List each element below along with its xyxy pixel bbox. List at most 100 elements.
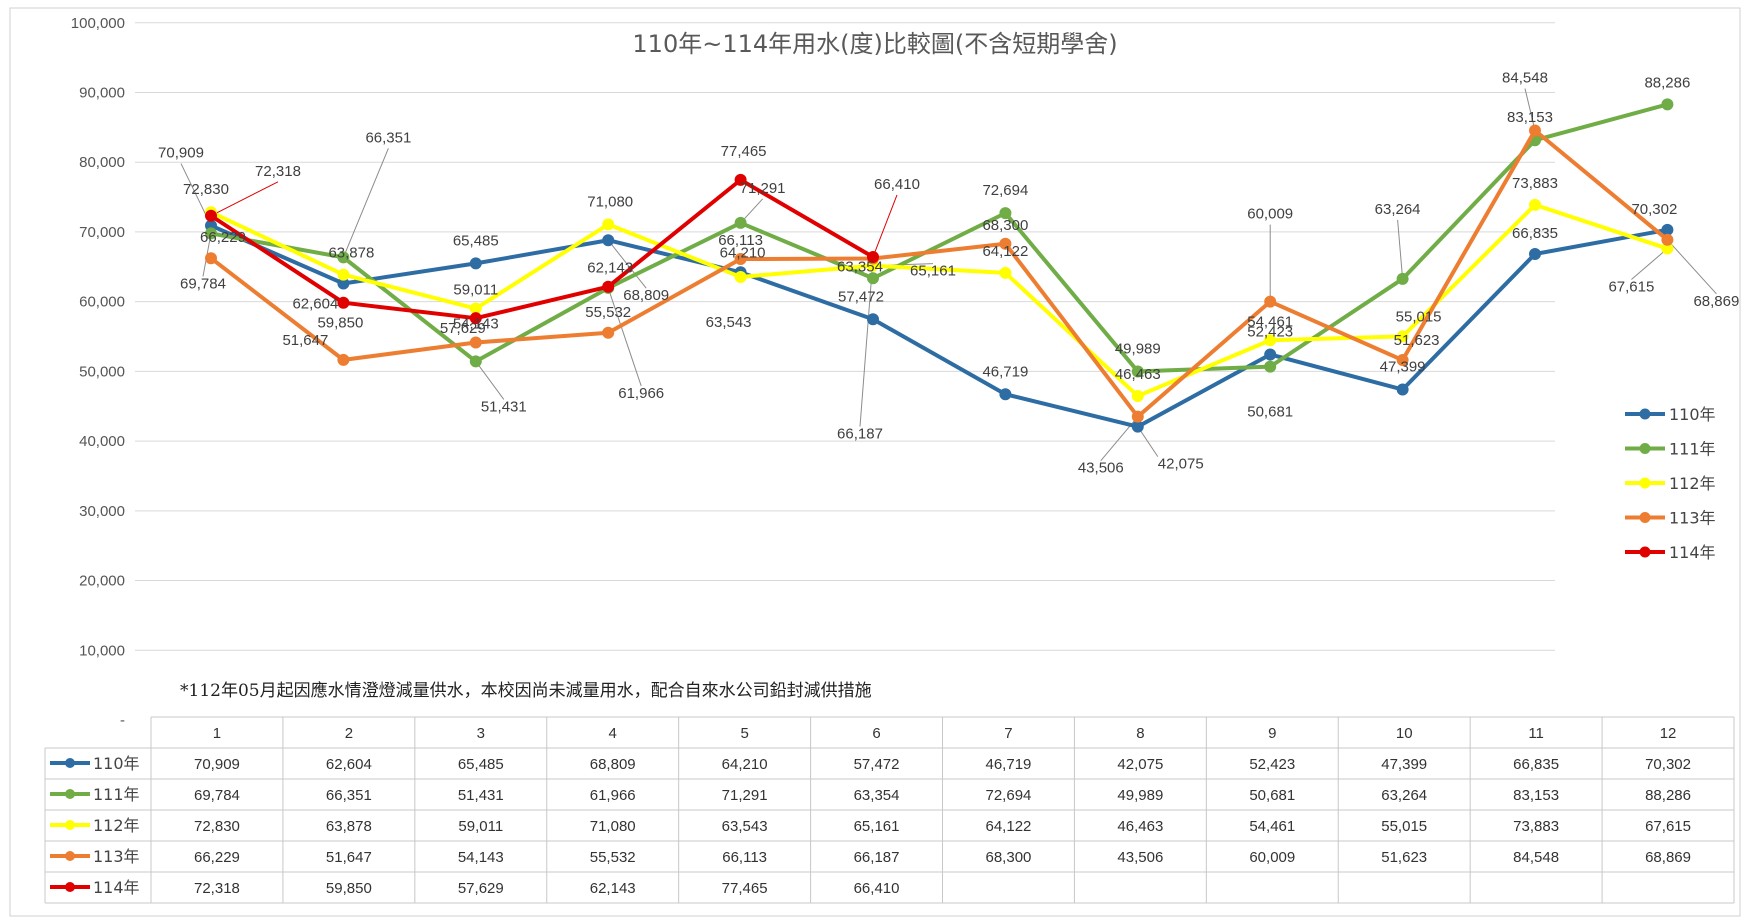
data-point xyxy=(734,270,747,283)
table-header-cell: 3 xyxy=(477,725,485,742)
data-label: 47,399 xyxy=(1380,359,1426,376)
table-cell: 66,410 xyxy=(854,880,900,897)
table-header-cell: 4 xyxy=(609,725,617,742)
legend-marker xyxy=(1639,408,1651,420)
data-point xyxy=(337,353,350,366)
data-label: 61,966 xyxy=(618,385,664,402)
data-label: 62,143 xyxy=(587,260,633,277)
table-cell: 77,465 xyxy=(722,880,768,897)
data-point xyxy=(469,257,482,270)
y-axis-ticks: - 10,000 20,000 30,000 40,000 50,000 60,000 70,… xyxy=(71,15,125,729)
data-label: 68,300 xyxy=(982,217,1028,234)
data-point xyxy=(1661,98,1674,111)
data-label: 60,009 xyxy=(1247,206,1293,223)
table-row-label: 111年 xyxy=(93,785,140,804)
chart-note: *112年05月起因應水情澄燈減量供水，本校因尚未減量用水，配合自來水公司鉛封減… xyxy=(180,680,872,701)
data-label: 63,264 xyxy=(1375,201,1421,218)
table-cell: 52,423 xyxy=(1249,756,1295,773)
table-cell: 66,351 xyxy=(326,787,372,804)
data-point xyxy=(1396,383,1409,396)
data-label: 42,075 xyxy=(1158,456,1204,473)
data-point xyxy=(1661,223,1674,236)
table-cell: 72,830 xyxy=(194,818,240,835)
table-cell: 66,229 xyxy=(194,849,240,866)
data-label: 71,291 xyxy=(740,180,786,197)
legend-marker xyxy=(1639,546,1651,558)
data-label: 64,210 xyxy=(720,244,766,261)
data-label: 68,809 xyxy=(623,287,669,304)
data-point xyxy=(1264,348,1277,361)
series-line-1 xyxy=(209,223,1670,429)
data-label: 52,423 xyxy=(1247,323,1293,340)
table-cell: 70,302 xyxy=(1645,756,1691,773)
data-label: 62,604 xyxy=(292,295,338,312)
table-row-label: 113年 xyxy=(93,847,140,866)
data-label: 71,080 xyxy=(587,193,633,210)
y-tick-label: 90,000 xyxy=(79,84,125,101)
table-header-cell: 10 xyxy=(1396,725,1413,742)
data-label: 43,506 xyxy=(1078,460,1124,477)
data-point xyxy=(337,268,350,281)
table-cell: 83,153 xyxy=(1513,787,1559,804)
data-label: 46,719 xyxy=(982,363,1028,380)
legend-marker xyxy=(1639,512,1651,523)
data-point xyxy=(469,336,482,349)
data-point xyxy=(1264,334,1277,347)
leader-line xyxy=(1524,88,1536,131)
data-point xyxy=(602,280,615,293)
data-label: 67,615 xyxy=(1608,279,1654,296)
data-label: 59,850 xyxy=(317,315,363,332)
data-label: 55,015 xyxy=(1396,308,1442,325)
table-cell: 50,681 xyxy=(1249,787,1295,804)
data-label: 54,461 xyxy=(1247,313,1293,330)
y-tick-label: 10,000 xyxy=(79,642,125,659)
leader-line xyxy=(475,361,505,400)
table-cell: 88,286 xyxy=(1645,787,1691,804)
table-cell: 63,543 xyxy=(722,818,768,835)
table-row-label: 110年 xyxy=(93,754,140,773)
data-label: 66,187 xyxy=(837,426,883,443)
data-point xyxy=(1131,420,1144,433)
table-cell: 59,850 xyxy=(326,880,372,897)
table-cell: 62,143 xyxy=(590,880,636,897)
data-point xyxy=(734,253,747,266)
table-cell: 51,623 xyxy=(1381,849,1427,866)
table-cell: 66,187 xyxy=(854,849,900,866)
table-cell: 60,009 xyxy=(1249,849,1295,866)
table-cell: 54,143 xyxy=(458,849,504,866)
table-cell: 68,869 xyxy=(1645,849,1691,866)
table-legend-marker xyxy=(65,851,75,861)
table-cell: 42,075 xyxy=(1117,756,1163,773)
legend-marker xyxy=(1639,477,1651,489)
table-legend-marker xyxy=(65,789,75,799)
leader-line xyxy=(210,181,279,217)
data-point xyxy=(469,355,482,368)
chart-border xyxy=(9,7,1741,917)
table-cell: 64,122 xyxy=(986,818,1032,835)
table-legend-marker xyxy=(65,882,75,892)
y-tick-label: 30,000 xyxy=(79,503,125,520)
data-point xyxy=(1661,233,1674,246)
data-point xyxy=(999,237,1012,250)
y-tick-label: 70,000 xyxy=(79,224,125,241)
table-cell: 73,883 xyxy=(1513,818,1559,835)
data-point xyxy=(1529,124,1541,137)
leader-line xyxy=(607,239,647,289)
data-label: 54,143 xyxy=(453,315,499,332)
data-label: 83,153 xyxy=(1507,109,1553,126)
data-point xyxy=(1131,365,1144,378)
table-cell: 61,966 xyxy=(590,787,636,804)
legend-label: 110年 xyxy=(1669,405,1716,424)
data-label: 70,909 xyxy=(158,145,204,162)
data-point xyxy=(1131,390,1144,403)
series-line-3 xyxy=(209,202,1670,399)
data-label: 66,113 xyxy=(718,232,763,249)
data-point xyxy=(1396,330,1409,343)
leader-line xyxy=(872,194,898,258)
data-labels: 70,909 62,604 65,485 68,809 64,210 57,472 46,7… xyxy=(158,69,1739,476)
table-header-cell: 12 xyxy=(1660,725,1677,742)
table-header-cell: 2 xyxy=(345,725,353,742)
data-label: 55,532 xyxy=(585,304,631,321)
